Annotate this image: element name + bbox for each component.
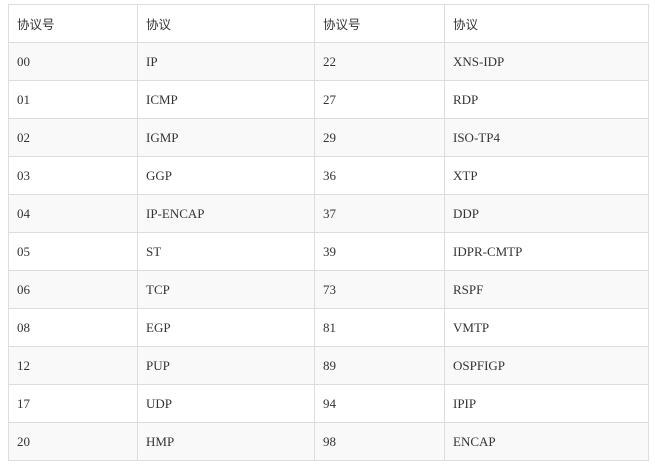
cell-protocol-number: 22 — [314, 42, 445, 81]
cell-protocol-name: XNS-IDP — [444, 42, 649, 81]
cell-protocol-number: 00 — [8, 42, 138, 81]
cell-protocol-name: IP-ENCAP — [137, 194, 315, 233]
cell-protocol-number: 81 — [314, 308, 445, 347]
cell-protocol-name: VMTP — [444, 308, 649, 347]
cell-protocol-number: 98 — [314, 422, 445, 461]
cell-protocol-name: IP — [137, 42, 315, 81]
cell-protocol-name: ENCAP — [444, 422, 649, 461]
table-row: 02 IGMP 29 ISO-TP4 — [8, 118, 649, 157]
cell-protocol-name: IPIP — [444, 384, 649, 423]
cell-protocol-name: ICMP — [137, 80, 315, 119]
cell-protocol-number: 94 — [314, 384, 445, 423]
header-row: 协议号 协议 协议号 协议 — [8, 4, 649, 43]
cell-protocol-name: RDP — [444, 80, 649, 119]
cell-protocol-number: 37 — [314, 194, 445, 233]
cell-protocol-number: 89 — [314, 346, 445, 385]
cell-protocol-name: XTP — [444, 156, 649, 195]
cell-protocol-number: 08 — [8, 308, 138, 347]
cell-protocol-number: 29 — [314, 118, 445, 157]
table-row: 03 GGP 36 XTP — [8, 156, 649, 195]
table-row: 17 UDP 94 IPIP — [8, 384, 649, 423]
table-row: 12 PUP 89 OSPFIGP — [8, 346, 649, 385]
cell-protocol-number: 01 — [8, 80, 138, 119]
cell-protocol-name: HMP — [137, 422, 315, 461]
cell-protocol-name: PUP — [137, 346, 315, 385]
cell-protocol-number: 73 — [314, 270, 445, 309]
table-row: 05 ST 39 IDPR-CMTP — [8, 232, 649, 271]
table-row: 01 ICMP 27 RDP — [8, 80, 649, 119]
cell-protocol-name: RSPF — [444, 270, 649, 309]
cell-protocol-name: IDPR-CMTP — [444, 232, 649, 271]
table-row: 00 IP 22 XNS-IDP — [8, 42, 649, 81]
table-row: 04 IP-ENCAP 37 DDP — [8, 194, 649, 233]
cell-protocol-number: 12 — [8, 346, 138, 385]
cell-protocol-number: 17 — [8, 384, 138, 423]
cell-protocol-name: ST — [137, 232, 315, 271]
header-protocol-number-right: 协议号 — [314, 4, 445, 43]
cell-protocol-number: 06 — [8, 270, 138, 309]
protocol-number-table: 协议号 协议 协议号 协议 00 IP 22 XNS-IDP 01 ICMP 2… — [8, 4, 649, 461]
table-body: 00 IP 22 XNS-IDP 01 ICMP 27 RDP 02 IGMP … — [8, 42, 649, 461]
cell-protocol-number: 02 — [8, 118, 138, 157]
table-row: 06 TCP 73 RSPF — [8, 270, 649, 309]
cell-protocol-number: 04 — [8, 194, 138, 233]
table-row: 08 EGP 81 VMTP — [8, 308, 649, 347]
table-row: 20 HMP 98 ENCAP — [8, 422, 649, 461]
cell-protocol-number: 05 — [8, 232, 138, 271]
header-protocol-left: 协议 — [137, 4, 315, 43]
cell-protocol-name: GGP — [137, 156, 315, 195]
cell-protocol-number: 36 — [314, 156, 445, 195]
cell-protocol-number: 20 — [8, 422, 138, 461]
cell-protocol-name: OSPFIGP — [444, 346, 649, 385]
cell-protocol-number: 27 — [314, 80, 445, 119]
cell-protocol-name: ISO-TP4 — [444, 118, 649, 157]
cell-protocol-number: 39 — [314, 232, 445, 271]
cell-protocol-number: 03 — [8, 156, 138, 195]
cell-protocol-name: TCP — [137, 270, 315, 309]
cell-protocol-name: EGP — [137, 308, 315, 347]
cell-protocol-name: DDP — [444, 194, 649, 233]
cell-protocol-name: UDP — [137, 384, 315, 423]
header-protocol-number-left: 协议号 — [8, 4, 138, 43]
header-protocol-right: 协议 — [444, 4, 649, 43]
table-header: 协议号 协议 协议号 协议 — [8, 4, 649, 43]
cell-protocol-name: IGMP — [137, 118, 315, 157]
